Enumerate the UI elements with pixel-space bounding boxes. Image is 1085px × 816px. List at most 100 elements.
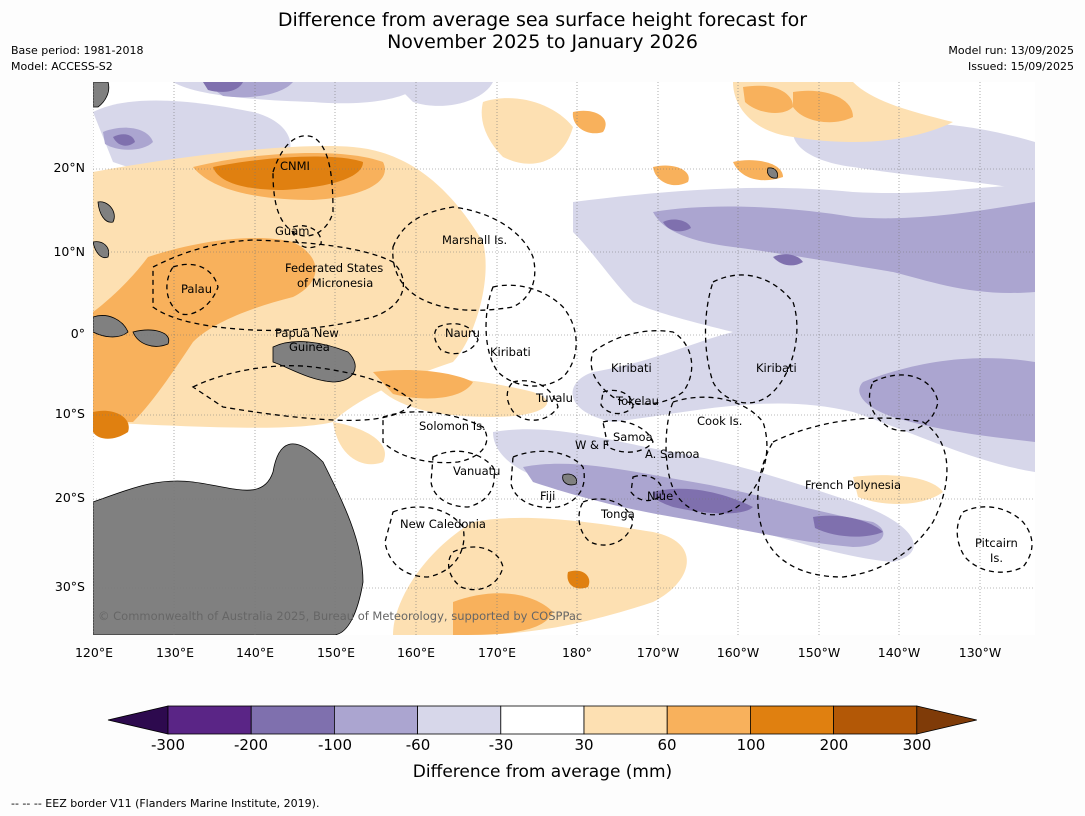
colorbar-extend-low [107, 705, 169, 735]
label-niue: Niue [647, 489, 673, 503]
label-cook: Cook Is. [697, 414, 742, 428]
hawaii [767, 167, 778, 179]
eez-solomon [382, 411, 488, 464]
colorbar-title: Difference from average (mm) [412, 762, 673, 782]
colorbar-segment [750, 705, 835, 735]
lat-tick-0: 0° [70, 326, 85, 341]
lat-tick-10s: 10°S [54, 406, 85, 421]
eez-niue [630, 474, 664, 502]
label-palau: Palau [181, 282, 212, 296]
colorbar-segment [250, 705, 335, 735]
new-guinea [272, 341, 356, 383]
eez-fsm [152, 239, 404, 332]
colorbar-label: -100 [317, 736, 353, 754]
eez-kiribati-w [485, 284, 577, 387]
colorbar-label: 30 [574, 736, 594, 754]
lat-tick-20s: 20°S [54, 490, 85, 505]
model-run: Model run: 13/09/2025 [948, 44, 1074, 57]
asia-edge [93, 82, 110, 108]
eez-tokelau [600, 389, 634, 415]
negative-anomaly-north-strong [113, 82, 243, 146]
eez-palau [166, 263, 219, 316]
label-tokelau: Tokelau [615, 394, 659, 408]
label-png-1: Papua New [275, 326, 339, 340]
colorbar [107, 705, 977, 735]
label-pitcairn-1: Pitcairn [975, 536, 1018, 550]
lon-tick-170w: 170°W [636, 645, 680, 660]
label-wallis-futuna: W & F [575, 438, 609, 452]
lon-tick-140w: 140°W [877, 645, 921, 660]
colorbar-segment [333, 705, 418, 735]
eez-marshall [392, 206, 536, 311]
lon-tick-180: 180° [561, 645, 593, 660]
map-title-line2: November 2025 to January 2026 [387, 31, 698, 53]
eez-kiribati-e [704, 274, 798, 404]
model-name: Model: ACCESS-S2 [11, 60, 113, 73]
lon-tick-170e: 170°E [477, 645, 516, 660]
lon-tick-120e: 120°E [74, 645, 113, 660]
label-fsm-2: of Micronesia [297, 276, 373, 290]
label-tonga: Tonga [600, 507, 635, 521]
colorbar-label: -60 [405, 736, 431, 754]
graticule [93, 82, 1035, 635]
footer-eez-note: -- -- -- EEZ border V11 (Flanders Marine… [11, 797, 320, 810]
map-title-line1: Difference from average sea surface heig… [277, 9, 808, 31]
colorbar-segment [500, 705, 585, 735]
eez-tonga [578, 498, 634, 546]
eez-cnmi [272, 135, 334, 237]
map-canvas: CNMI Guam Marshall Is. Federated States … [93, 82, 1035, 635]
sea-level-map: CNMI Guam Marshall Is. Federated States … [93, 82, 1035, 635]
label-kiribati-e1: Kiribati [611, 361, 652, 375]
label-american-samoa: A. Samoa [645, 447, 700, 461]
copyright-text: © Commonwealth of Australia 2025, Bureau… [98, 609, 582, 623]
colorbar-label: 100 [736, 736, 766, 754]
eez-cook [665, 396, 768, 516]
eez-pitcairn [956, 506, 1033, 573]
lon-tick-130w: 130°W [958, 645, 1002, 660]
australia [93, 443, 364, 635]
colorbar-label: 200 [819, 736, 849, 754]
issued-date: Issued: 15/09/2025 [967, 60, 1074, 73]
lon-tick-130e: 130°E [155, 645, 194, 660]
base-period: Base period: 1981-2018 [11, 44, 144, 57]
colorbar-segment [666, 705, 751, 735]
colorbar-label: -30 [488, 736, 514, 754]
label-samoa: Samoa [613, 430, 653, 444]
eez-vanuatu [430, 450, 495, 508]
label-vanuatu: Vanuatu [453, 464, 500, 478]
colorbar-segment [583, 705, 668, 735]
colorbar-label: -300 [150, 736, 186, 754]
positive-anomaly-strong [93, 156, 590, 589]
colorbar-segment [167, 705, 252, 735]
label-guam: Guam [275, 224, 309, 238]
lon-tick-150w: 150°W [797, 645, 841, 660]
colorbar-label: -200 [233, 736, 269, 754]
eez-french-polynesia [757, 417, 948, 578]
lon-tick-160e: 160°E [396, 645, 435, 660]
eez-png [191, 365, 414, 422]
lon-tick-160w: 160°W [716, 645, 760, 660]
negative-anomaly-central-strong [652, 219, 883, 537]
region-labels: CNMI Guam Marshall Is. Federated States … [181, 159, 1018, 565]
label-tuvalu: Tuvalu [535, 391, 573, 405]
fiji [562, 473, 578, 486]
colorbar-segment [833, 705, 918, 735]
colorbar-label: 60 [657, 736, 677, 754]
colorbar-label: 300 [902, 736, 932, 754]
label-french-polynesia: French Polynesia [805, 478, 901, 492]
lat-tick-10n: 10°N [53, 244, 85, 259]
label-solomon: Solomon Is. [419, 419, 486, 433]
label-kiribati-e2: Kiribati [756, 361, 797, 375]
label-png-2: Guinea [289, 340, 330, 354]
lat-tick-20n: 20°N [53, 160, 85, 175]
eez-borders [152, 135, 1033, 591]
land [93, 82, 778, 635]
label-nauru: Nauru [445, 326, 480, 340]
eez-fiji [510, 450, 585, 509]
label-fsm-1: Federated States [285, 261, 383, 275]
eez-samoa [602, 420, 654, 453]
label-marshall: Marshall Is. [442, 233, 507, 247]
label-cnmi: CNMI [280, 159, 310, 173]
eez-new-caledonia [384, 506, 465, 578]
lon-tick-140e: 140°E [235, 645, 274, 660]
